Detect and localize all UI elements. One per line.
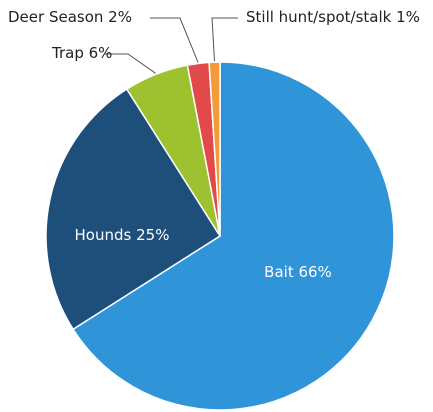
pie-slice-hounds (45, 88, 222, 331)
pie-slices (45, 61, 395, 411)
slice-label-bait: Bait 66% (264, 263, 332, 281)
slice-label-still-hunt: Still hunt/spot/stalk 1% (246, 8, 420, 26)
leader-line-still-hunt (211, 17, 238, 62)
slice-label-trap: Trap 6% (51, 44, 112, 62)
slice-label-deer-season: Deer Season 2% (8, 8, 132, 26)
leader-line-deer-season (150, 17, 199, 63)
pie-slice-bait (72, 61, 395, 411)
slice-label-hounds: Hounds 25% (75, 226, 170, 244)
leader-lines (104, 17, 238, 74)
pie-slice-still-hunt (208, 61, 221, 237)
leader-line-trap (104, 53, 156, 74)
